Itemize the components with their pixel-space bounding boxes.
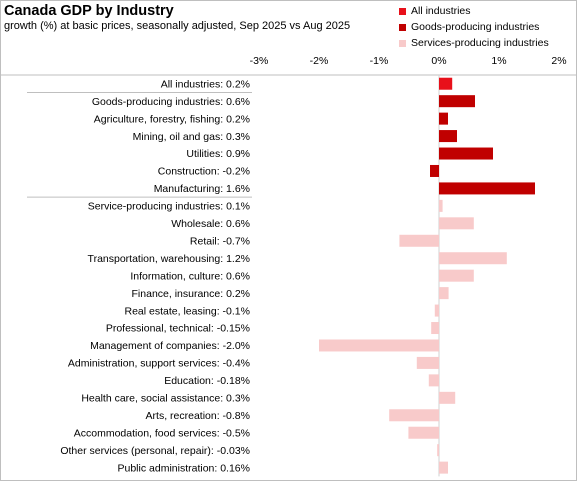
bar	[439, 112, 448, 125]
x-tick-label: 2%	[551, 55, 566, 67]
category-label: Service-producing industries: 0.1%	[88, 201, 250, 213]
bar	[431, 322, 439, 335]
x-tick-label: -1%	[370, 55, 389, 67]
chart-legend: All industries Goods-producing industrie…	[399, 3, 549, 51]
x-tick-label: 0%	[431, 55, 446, 67]
bar	[439, 182, 535, 195]
bar	[399, 234, 439, 247]
legend-label-goods-producing: Goods-producing industries	[411, 21, 540, 33]
bar	[439, 217, 474, 230]
category-label: Real estate, leasing: -0.1%	[125, 305, 251, 317]
category-label: Goods-producing industries: 0.6%	[92, 96, 250, 108]
category-label: Arts, recreation: -0.8%	[146, 410, 250, 422]
legend-item-all-industries: All industries	[399, 3, 549, 19]
category-label: Transportation, warehousing: 1.2%	[88, 253, 250, 265]
bar	[389, 409, 439, 422]
legend-label-all-industries: All industries	[411, 5, 471, 17]
legend-swatch-services-producing	[399, 39, 406, 47]
category-label: Health care, social assistance: 0.3%	[81, 393, 250, 405]
legend-item-services-producing: Services-producing industries	[399, 35, 549, 51]
category-label: Agriculture, forestry, fishing: 0.2%	[94, 113, 250, 125]
bar	[439, 269, 474, 282]
category-label: Wholesale: 0.6%	[171, 218, 250, 230]
bar	[439, 95, 475, 108]
x-tick-label: -2%	[310, 55, 329, 67]
bar	[437, 444, 439, 457]
category-label: Utilities: 0.9%	[186, 148, 250, 160]
category-label: Mining, oil and gas: 0.3%	[133, 131, 250, 143]
category-label: Education: -0.18%	[164, 375, 250, 387]
bar	[439, 391, 456, 404]
chart-title: Canada GDP by Industry	[4, 3, 174, 19]
bar	[408, 426, 439, 439]
bar	[428, 374, 439, 387]
bar	[416, 356, 439, 369]
bar	[439, 147, 493, 160]
bar	[439, 287, 449, 300]
bar	[439, 461, 448, 474]
category-label: Management of companies: -2.0%	[90, 340, 250, 352]
legend-label-services-producing: Services-producing industries	[411, 37, 549, 49]
bar	[439, 252, 507, 265]
category-label: Finance, insurance: 0.2%	[132, 288, 250, 300]
legend-swatch-goods-producing	[399, 23, 406, 31]
category-label: Construction: -0.2%	[158, 166, 250, 178]
bar	[434, 304, 439, 317]
x-tick-label: 1%	[491, 55, 506, 67]
legend-swatch-all-industries	[399, 7, 406, 15]
category-label: Other services (personal, repair): -0.03…	[60, 445, 250, 457]
category-label: Retail: -0.7%	[190, 235, 250, 247]
bar	[439, 77, 453, 90]
bar	[439, 199, 443, 212]
bar	[439, 130, 457, 143]
category-label: Public administration: 0.16%	[118, 462, 251, 474]
category-label: Accommodation, food services: -0.5%	[74, 427, 250, 439]
category-label: Information, culture: 0.6%	[130, 270, 250, 282]
legend-item-goods-producing: Goods-producing industries	[399, 19, 549, 35]
category-label: Administration, support services: -0.4%	[68, 358, 250, 370]
category-label: Professional, technical: -0.15%	[106, 323, 250, 335]
x-tick-label: -3%	[250, 55, 269, 67]
category-label: Manufacturing: 1.6%	[154, 183, 250, 195]
bar	[430, 164, 439, 177]
category-label: All industries: 0.2%	[161, 78, 250, 90]
chart-subtitle: growth (%) at basic prices, seasonally a…	[4, 20, 351, 32]
bar	[319, 339, 439, 352]
